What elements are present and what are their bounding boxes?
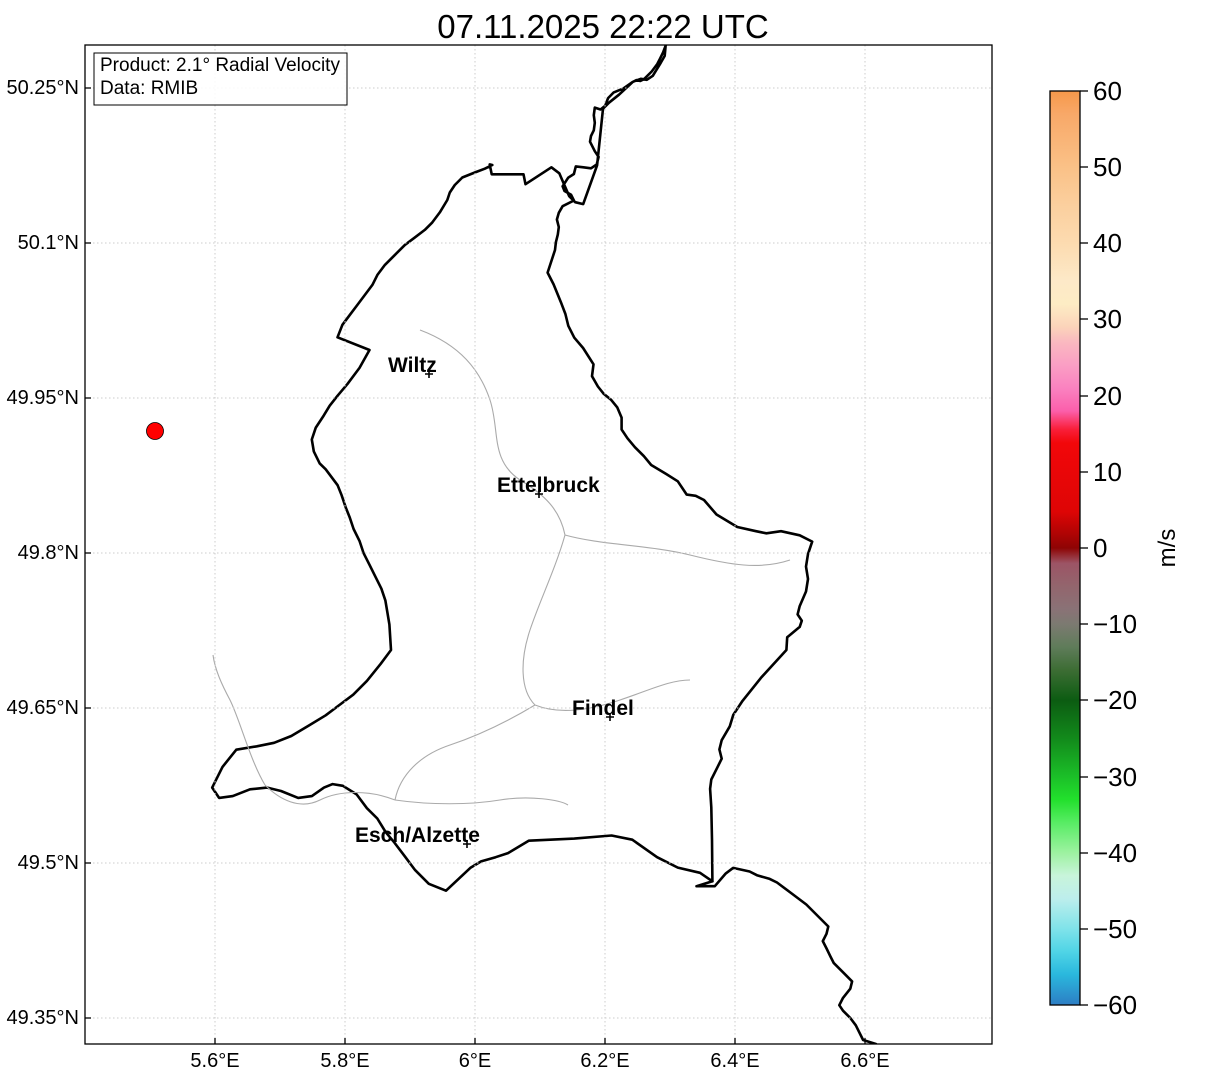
svg-text:50.25°N: 50.25°N (7, 77, 80, 99)
svg-text:6.6°E: 6.6°E (840, 1050, 889, 1072)
svg-text:07.11.2025 22:22 UTC: 07.11.2025 22:22 UTC (437, 8, 768, 45)
svg-text:30: 30 (1093, 304, 1122, 334)
svg-text:10: 10 (1093, 457, 1122, 487)
svg-text:−50: −50 (1093, 914, 1137, 944)
svg-text:Esch/Alzette: Esch/Alzette (355, 824, 480, 847)
svg-text:0: 0 (1093, 533, 1107, 563)
svg-text:Data: RMIB: Data: RMIB (100, 78, 198, 99)
svg-text:6.2°E: 6.2°E (580, 1050, 629, 1072)
svg-text:6.4°E: 6.4°E (710, 1050, 759, 1072)
svg-text:5.8°E: 5.8°E (320, 1050, 369, 1072)
svg-text:−40: −40 (1093, 838, 1137, 868)
svg-text:20: 20 (1093, 381, 1122, 411)
svg-text:m/s: m/s (1154, 529, 1181, 568)
svg-text:50.1°N: 50.1°N (18, 232, 79, 254)
svg-text:40: 40 (1093, 228, 1122, 258)
svg-text:−30: −30 (1093, 762, 1137, 792)
svg-text:−20: −20 (1093, 685, 1137, 715)
svg-text:60: 60 (1093, 76, 1122, 106)
svg-text:6°E: 6°E (459, 1050, 491, 1072)
svg-text:49.95°N: 49.95°N (7, 387, 80, 409)
svg-text:−10: −10 (1093, 609, 1137, 639)
svg-text:Findel: Findel (572, 697, 634, 720)
svg-text:5.6°E: 5.6°E (190, 1050, 239, 1072)
svg-text:−60: −60 (1093, 990, 1137, 1020)
svg-text:49.65°N: 49.65°N (7, 697, 80, 719)
svg-text:49.5°N: 49.5°N (18, 852, 79, 874)
svg-text:49.8°N: 49.8°N (18, 542, 79, 564)
svg-text:50: 50 (1093, 152, 1122, 182)
svg-text:Ettelbruck: Ettelbruck (497, 474, 600, 497)
svg-text:49.35°N: 49.35°N (7, 1007, 80, 1029)
svg-text:Product: 2.1° Radial Velocity: Product: 2.1° Radial Velocity (100, 55, 340, 76)
